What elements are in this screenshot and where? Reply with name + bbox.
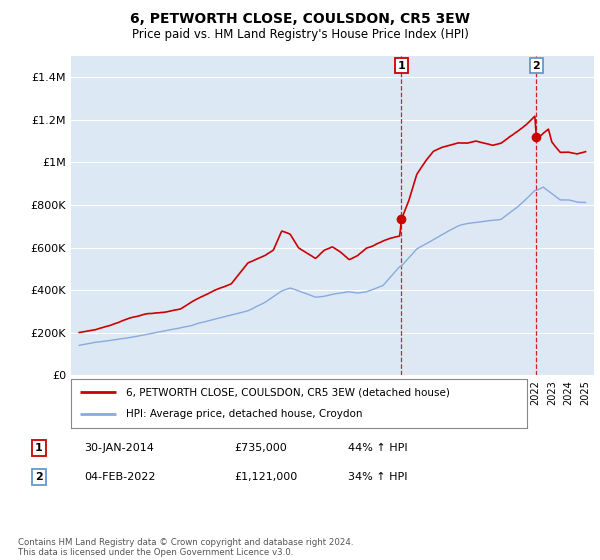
Bar: [401, 56, 594, 375]
Text: 44% ↑ HPI: 44% ↑ HPI: [348, 443, 407, 453]
Text: Price paid vs. HM Land Registry's House Price Index (HPI): Price paid vs. HM Land Registry's House …: [131, 28, 469, 41]
Text: 6, PETWORTH CLOSE, COULSDON, CR5 3EW: 6, PETWORTH CLOSE, COULSDON, CR5 3EW: [130, 12, 470, 26]
Text: 6, PETWORTH CLOSE, COULSDON, CR5 3EW (detached house): 6, PETWORTH CLOSE, COULSDON, CR5 3EW (de…: [125, 388, 449, 398]
Text: 1: 1: [397, 60, 405, 71]
Text: 04-FEB-2022: 04-FEB-2022: [84, 472, 155, 482]
Text: 2: 2: [35, 472, 43, 482]
Text: £1,121,000: £1,121,000: [234, 472, 297, 482]
Text: 30-JAN-2014: 30-JAN-2014: [84, 443, 154, 453]
Text: 1: 1: [35, 443, 43, 453]
Text: HPI: Average price, detached house, Croydon: HPI: Average price, detached house, Croy…: [125, 409, 362, 419]
Text: Contains HM Land Registry data © Crown copyright and database right 2024.
This d: Contains HM Land Registry data © Crown c…: [18, 538, 353, 557]
Text: 34% ↑ HPI: 34% ↑ HPI: [348, 472, 407, 482]
Text: £735,000: £735,000: [234, 443, 287, 453]
Text: 2: 2: [533, 60, 541, 71]
